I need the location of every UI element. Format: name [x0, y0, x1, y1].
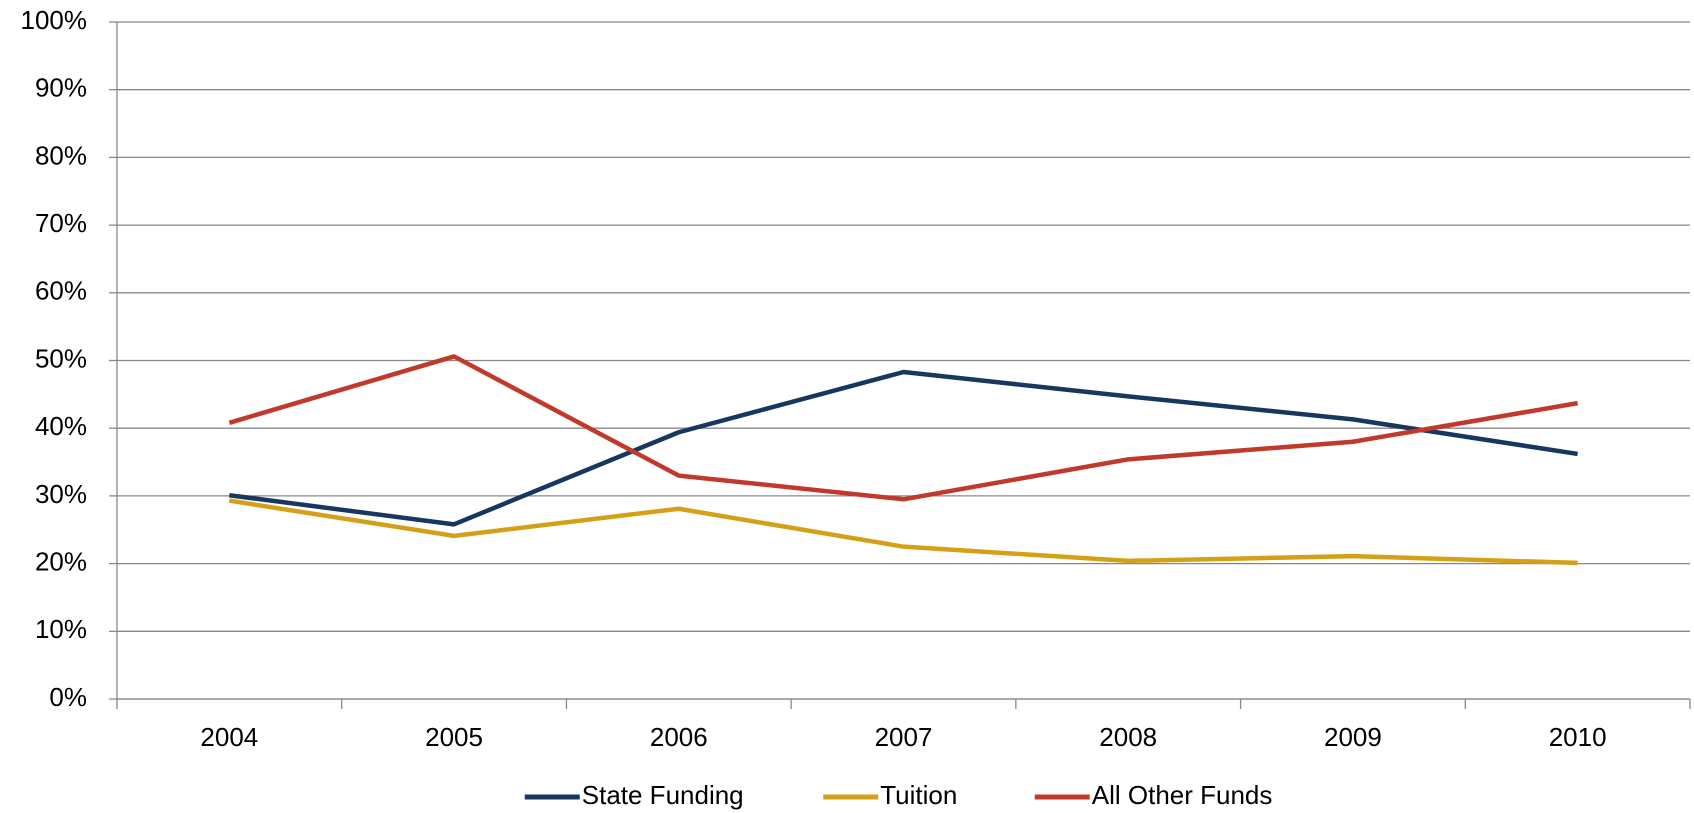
- y-tick-label: 40%: [35, 411, 87, 441]
- series-line: [229, 369, 1578, 527]
- y-tick-label: 0%: [49, 682, 87, 712]
- x-tick-label: 2008: [1099, 722, 1157, 752]
- series-line: [228, 354, 1579, 502]
- x-tick-label: 2004: [200, 722, 258, 752]
- x-tick-label: 2007: [875, 722, 933, 752]
- x-tick-label: 2005: [425, 722, 483, 752]
- y-tick-label: 100%: [21, 5, 88, 35]
- y-tick-label: 30%: [35, 479, 87, 509]
- y-tick-label: 70%: [35, 208, 87, 238]
- x-tick-label: 2010: [1549, 722, 1607, 752]
- y-tick-label: 10%: [35, 614, 87, 644]
- y-tick-label: 50%: [35, 343, 87, 373]
- x-tick-label: 2006: [650, 722, 708, 752]
- legend-label: State Funding: [582, 780, 744, 810]
- x-tick-label: 2009: [1324, 722, 1382, 752]
- y-tick-label: 80%: [35, 140, 87, 170]
- series-line: [229, 498, 1578, 566]
- y-tick-label: 60%: [35, 276, 87, 306]
- y-tick-label: 20%: [35, 546, 87, 576]
- y-tick-label: 90%: [35, 73, 87, 103]
- legend-label: All Other Funds: [1092, 780, 1273, 810]
- legend-label: Tuition: [880, 780, 957, 810]
